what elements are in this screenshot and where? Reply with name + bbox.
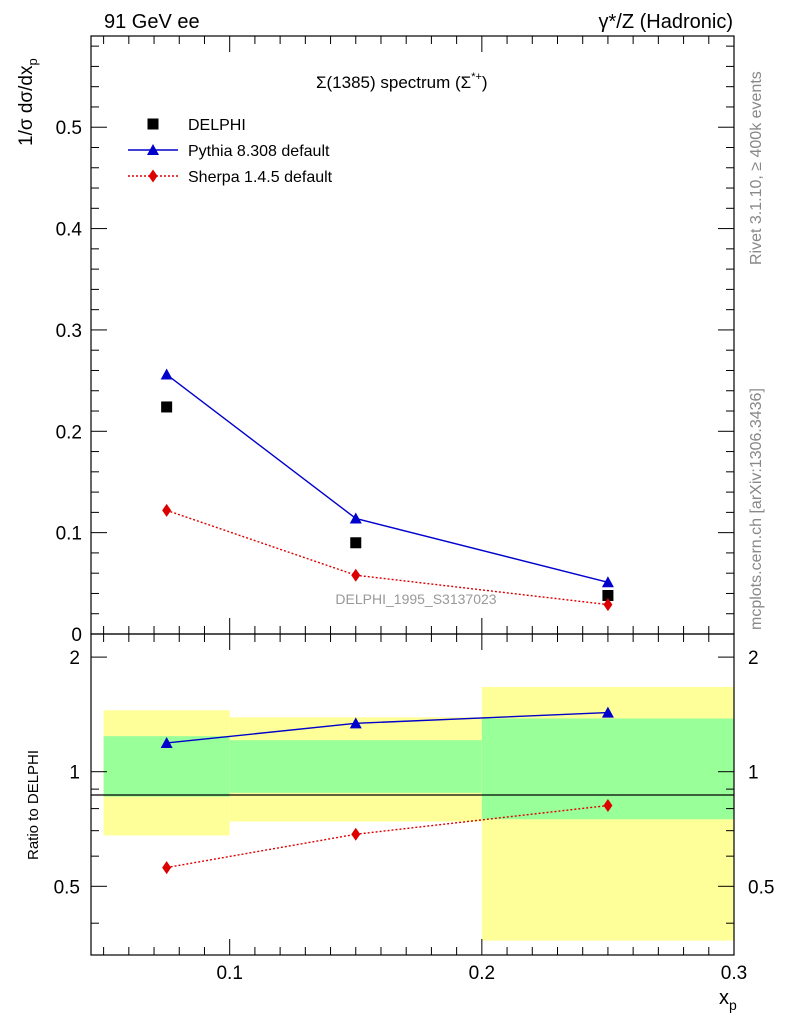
ratio-point-triangle (601, 706, 614, 718)
main-y-axis-title: 1/σ dσ/dxp (16, 58, 40, 146)
x-axis-title: xp (719, 987, 737, 1013)
ratio-y-tick-label-right: 2 (748, 648, 759, 669)
ratio-plot: 0.1 0.2 0.3 0.5 0.5 1 1 2 2 (54, 633, 774, 984)
ratio-point-triangle (160, 736, 173, 748)
mcplots-label: mcplots.cern.ch [arXiv:1306.3436] (748, 388, 765, 630)
x-tick-label: 0.1 (216, 963, 242, 984)
ratio-plot-frame (90, 633, 735, 956)
ratio-point-triangle (349, 717, 362, 729)
rivet-version-label: Rivet 3.1.10, ≥ 400k events (748, 71, 765, 265)
ratio-y-axis-title: Ratio to DELPHI (25, 750, 42, 860)
main-y-tick-label: 0.4 (56, 220, 83, 241)
main-y-tick-label: 0.1 (56, 524, 82, 545)
header-energy-label: 91 GeV ee (104, 11, 200, 33)
main-point-triangle (601, 576, 614, 588)
legend: DELPHI Pythia 8.308 default Sherpa 1.4.5 d… (128, 117, 333, 186)
main-point-diamond (351, 568, 361, 582)
main-point-square (161, 401, 173, 413)
ratio-stat-band (229, 740, 482, 793)
legend-marker-square (147, 118, 159, 130)
ratio-y-tick-label-right: 0.5 (748, 877, 774, 898)
legend-marker-triangle (147, 144, 159, 155)
main-plot: 0 0.1 0.2 0.3 0.4 0.5 DELPHI_1995_S3137023 Σ(… (56, 35, 735, 646)
legend-label: Pythia 8.308 default (188, 143, 330, 160)
main-point-diamond (162, 503, 172, 517)
ratio-point-diamond (162, 861, 172, 875)
ratio-y-tick-label: 1 (69, 763, 80, 784)
x-tick-label: 0.2 (469, 963, 495, 984)
ratio-y-tick-label-right: 1 (748, 763, 759, 784)
legend-label: Sherpa 1.4.5 default (188, 169, 333, 186)
main-series-line-1 (166, 373, 609, 583)
header-process-label: γ*/Z (Hadronic) (599, 11, 733, 33)
ratio-series-layer (160, 706, 614, 875)
legend-marker-diamond (148, 169, 158, 183)
ratio-point-diamond (603, 799, 613, 813)
ratio-point-diamond (351, 827, 361, 841)
ratio-y-tick-label: 0.5 (54, 877, 80, 898)
ratio-axis-ticks: 0.1 0.2 0.3 0.5 0.5 1 1 2 2 (54, 634, 774, 984)
main-y-tick-label: 0.2 (56, 422, 82, 443)
main-series-line-2 (166, 509, 609, 606)
main-y-tick-label: 0.3 (56, 321, 82, 342)
main-axis-ticks: 0 0.1 0.2 0.3 0.4 0.5 (56, 36, 735, 646)
main-y-tick-label: 0 (71, 625, 82, 646)
ratio-uncertainty-bands (103, 686, 734, 941)
legend-label: DELPHI (188, 117, 246, 134)
main-point-triangle (160, 368, 173, 380)
main-point-triangle (349, 512, 362, 524)
main-point-square (350, 537, 362, 549)
ratio-y-tick-label: 2 (69, 648, 80, 669)
x-tick-label: 0.3 (721, 963, 747, 984)
plot-title: Σ(1385) spectrum (Σ*+) (316, 71, 488, 92)
main-point-square (602, 589, 614, 601)
main-series-layer (160, 368, 614, 612)
analysis-watermark: DELPHI_1995_S3137023 (335, 591, 496, 607)
main-point-diamond (603, 598, 613, 612)
main-y-tick-label: 0.5 (56, 118, 82, 139)
